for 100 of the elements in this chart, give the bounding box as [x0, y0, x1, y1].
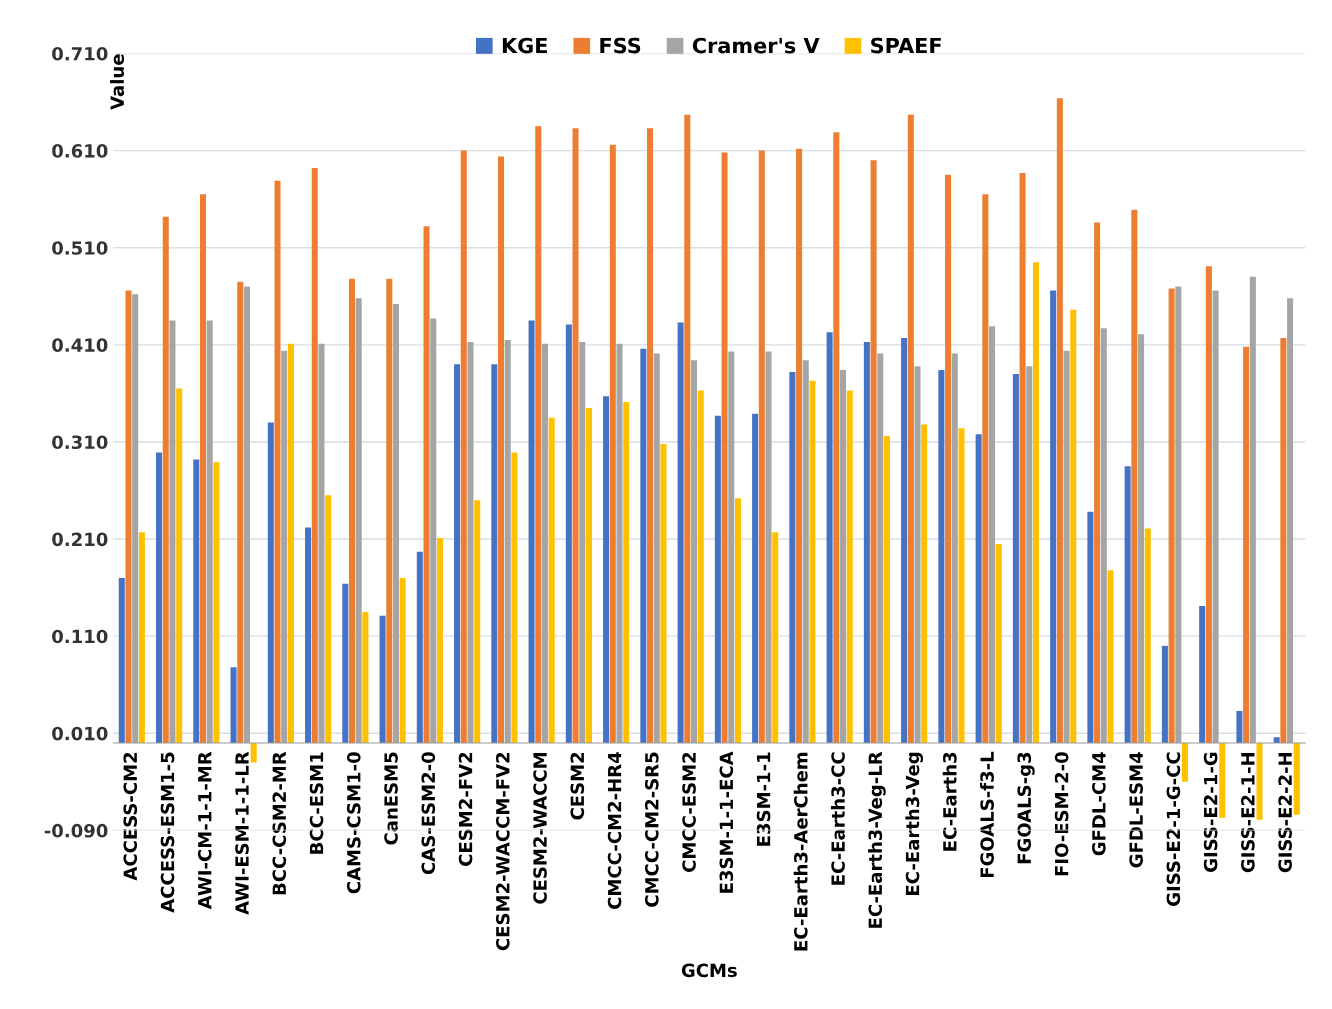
bar	[863, 341, 870, 743]
bar	[535, 126, 542, 743]
x-tick-label: E3SM-1-1-ECA	[719, 751, 734, 893]
bar	[1019, 172, 1026, 743]
y-tick-label: 0.710	[52, 46, 108, 61]
bar	[1032, 262, 1040, 743]
bar	[1168, 288, 1175, 743]
bar	[162, 216, 169, 743]
bar	[585, 407, 592, 743]
x-axis-title: GCMs	[681, 963, 737, 978]
bar	[138, 532, 145, 743]
bar	[938, 370, 945, 743]
bar	[118, 577, 125, 743]
bar	[833, 132, 840, 743]
x-tick-label: GISS-E2-1-H	[1241, 752, 1255, 873]
bar	[1070, 309, 1077, 743]
x-tick-label: CanESM5	[384, 752, 398, 845]
x-tick-label: CAMS-CSM1-0	[346, 752, 361, 894]
x-tick-label: CESM2-WACCM	[533, 753, 547, 904]
bar	[436, 538, 443, 743]
bar	[1243, 346, 1250, 743]
x-tick-label: BCC-ESM1	[309, 752, 324, 854]
bar	[1107, 570, 1114, 743]
x-tick-label: CMCC-CM2-HR4	[607, 752, 622, 909]
bar	[399, 577, 406, 743]
bar	[1087, 511, 1094, 743]
bar	[982, 194, 989, 743]
y-tick-label: 0.410	[52, 338, 108, 352]
bar	[213, 462, 220, 743]
x-tick-label: GISS-E2-2-H	[1278, 752, 1292, 873]
y-tick-label: 0.610	[52, 144, 108, 158]
bar	[1293, 743, 1300, 815]
bar	[1205, 266, 1212, 743]
x-tick-label: AWI-ESM-1-1-LR	[235, 751, 249, 915]
bar	[1131, 209, 1138, 743]
bar	[305, 527, 312, 743]
bar	[901, 338, 908, 743]
bar	[870, 160, 877, 743]
bar	[789, 372, 796, 743]
bar	[1056, 98, 1063, 743]
legend-label: FSS	[600, 37, 641, 54]
bar	[474, 500, 481, 743]
bar	[883, 436, 891, 743]
bar	[416, 551, 423, 743]
bar	[640, 348, 647, 743]
x-tick-label: CMCC-ESM2	[682, 752, 696, 872]
x-tick-label: EC-Earth3-CC	[830, 752, 845, 885]
bar	[423, 226, 430, 743]
x-tick-label: CMCC-CM2-SR5	[644, 752, 659, 907]
bar	[1280, 338, 1287, 743]
x-tick-label: GFDL-CM4	[1092, 752, 1106, 856]
y-tick-label: 0.510	[52, 241, 108, 255]
bar	[565, 324, 572, 743]
bar	[125, 290, 132, 743]
bar	[677, 322, 684, 743]
bar	[1050, 290, 1057, 743]
bar	[647, 128, 654, 743]
bar	[511, 452, 518, 743]
bar	[1012, 373, 1019, 743]
bar	[325, 495, 332, 743]
x-tick-label: E3SM-1-1	[756, 752, 771, 846]
bar	[809, 380, 816, 743]
x-tick-label: AWI-CM-1-1-MR	[197, 751, 212, 910]
bar	[752, 413, 759, 743]
bar	[826, 332, 833, 743]
bar	[995, 543, 1002, 743]
x-tick-label: GFDL-ESM4	[1129, 752, 1143, 868]
bar	[697, 390, 704, 743]
bar	[237, 281, 244, 743]
x-tick-label: FGOALS-f3-L	[979, 751, 994, 878]
bar	[498, 156, 505, 743]
bar	[1199, 606, 1206, 743]
y-tick-label: 0.310	[52, 435, 108, 450]
bar	[721, 152, 728, 743]
bar	[1161, 645, 1168, 743]
x-tick-label: ACCESS-CM2	[123, 752, 138, 881]
bar	[1182, 743, 1189, 782]
x-tick-label: ACCESS-ESM1-5	[160, 752, 175, 913]
bar	[758, 150, 765, 743]
y-tick-label: 0.210	[52, 532, 108, 547]
x-tick-label: EC-Earth3-AerChem	[793, 752, 808, 951]
bar	[193, 459, 200, 743]
x-tick-label: GISS-E2-1-G	[1203, 752, 1218, 872]
bar	[362, 611, 369, 743]
bar	[287, 343, 294, 743]
bar	[176, 388, 183, 743]
x-tick-label: EC-Earth3-Veg-LR	[868, 751, 886, 928]
bar	[230, 667, 237, 743]
bar	[975, 434, 982, 743]
bar	[623, 402, 630, 743]
bar	[714, 415, 721, 743]
x-tick-label: CESM2-FV2	[458, 752, 473, 866]
x-tick-label: GISS-E2-1-G-CC	[1166, 752, 1181, 906]
bar	[1094, 222, 1101, 743]
bar	[274, 180, 281, 743]
bar	[342, 583, 349, 743]
bar	[907, 114, 914, 743]
bar	[311, 168, 318, 743]
x-tick-label: FGOALS-g3	[1017, 752, 1035, 864]
bar	[1124, 466, 1131, 743]
